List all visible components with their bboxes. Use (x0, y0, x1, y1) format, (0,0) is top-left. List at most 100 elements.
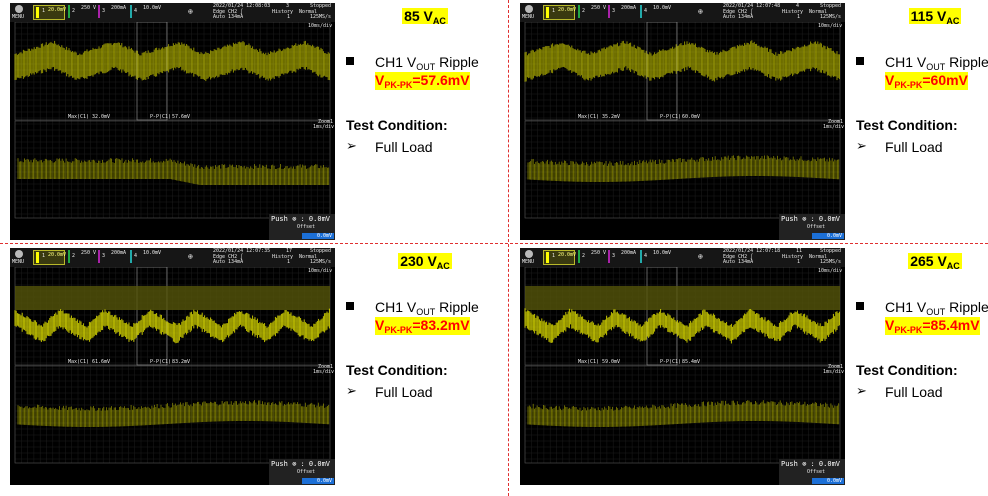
menu-icon: MENU (12, 4, 26, 21)
zoom-waveform (17, 158, 330, 185)
zoom-waveform (527, 400, 840, 427)
ch3-scale: 200mA (621, 5, 637, 11)
scope-datetime: 2022/01/24 12:07:48 (723, 3, 781, 9)
input-voltage-title: 85 VAC (402, 8, 448, 26)
sample-rate: 125MS/s (820, 259, 842, 265)
ch3-scale: 200mA (621, 250, 637, 256)
ch1-scale: 20.0mV (48, 7, 67, 13)
input-voltage-title: 265 VAC (908, 253, 962, 271)
scope-status: Stopped (820, 248, 842, 254)
ch3-scale-box: 3 200mA (98, 5, 128, 18)
ch4-scale-box: 4 10.0mV (130, 250, 161, 263)
pp-value: 60.0mV (682, 114, 701, 120)
ch1-scale-box: 20.0mV 1 (33, 5, 67, 20)
zoom-label: Zoom1 (318, 364, 334, 370)
pp-label: P-P(C1) (660, 359, 682, 365)
ch2-scale: 250 V (81, 250, 97, 256)
zoom-timebase: 1ms/div (823, 124, 845, 130)
menu-label: MENU (12, 14, 25, 20)
zoom-icon: ⊕ (188, 252, 193, 261)
test-condition-heading: Test Condition: (346, 362, 448, 378)
zoom-timebase: 1ms/div (823, 369, 845, 375)
ripple-label: CH1 VOUT Ripple (885, 299, 988, 317)
acquisition-count: 4 (796, 3, 800, 9)
waveform-envelope (525, 286, 840, 310)
zoom-region-marker (136, 266, 168, 366)
scope-status: Stopped (310, 248, 332, 254)
oscilloscope-screenshot: MENU 20.0mV 1 2 250 V 3 200mA 4 10.0mV ⊕ 202… (10, 3, 335, 240)
menu-icon: MENU (522, 4, 536, 21)
waveform-envelope (15, 286, 330, 310)
history-label: History (272, 254, 294, 260)
ch2-scale-box: 2 250 V (578, 5, 608, 18)
zoom-window-frame (524, 120, 841, 219)
panel-notes: 85 VAC CH1 VOUT Ripple VPK-PK=57.6mV Tes… (340, 3, 510, 243)
ch1-number: 1 (42, 8, 46, 14)
history-value: 1 (287, 259, 291, 265)
scope-status: Stopped (310, 3, 332, 9)
arrow-bullet-icon: ➢ (856, 383, 867, 398)
push-hint: Push ⊗ : 0.0mV (781, 215, 841, 223)
scope-status: Stopped (820, 3, 842, 9)
pp-value: 83.2mV (172, 359, 191, 365)
panel-notes: 115 VAC CH1 VOUT Ripple VPK-PK=60mV Test… (850, 3, 988, 243)
ch1-scale-box: 20.0mV 1 (543, 250, 576, 265)
oscilloscope-screenshot: MENU 20.0mV 1 2 250 V 3 200mA 4 10.0mV ⊕ 202… (10, 248, 335, 485)
trigger-source: Edge CH2 ∫ (723, 254, 754, 260)
trigger-level: Auto 134mA (723, 14, 754, 20)
load-condition: Full Load (375, 384, 433, 400)
trigger-level: Auto 134mA (723, 259, 754, 265)
timebase: 10ms/div (308, 23, 333, 29)
sample-rate: 125MS/s (820, 14, 842, 20)
input-voltage-title: 230 VAC (398, 253, 452, 271)
ch1-number: 1 (552, 8, 556, 14)
zoom-icon: ⊕ (698, 252, 703, 261)
offset-box: Push ⊗ : 0.0mV Offset 0.0mV (779, 459, 845, 485)
arrow-bullet-icon: ➢ (346, 383, 357, 398)
offset-box: Push ⊗ : 0.0mV Offset 0.0mV (779, 214, 845, 240)
zoom-timebase: 1ms/div (313, 124, 335, 130)
ch2-scale-box: 2 250 V (68, 250, 98, 263)
arrow-bullet-icon: ➢ (856, 138, 867, 153)
acquisition-count: 17 (286, 248, 293, 254)
measurement-panel: MENU 20.0mV 1 2 250 V 3 200mA 4 10.0mV ⊕ 202… (10, 248, 510, 488)
waveform-display (524, 21, 841, 219)
zoom-icon: ⊕ (188, 7, 193, 16)
acquisition-count: 11 (796, 248, 803, 254)
square-bullet-icon (346, 302, 354, 310)
zoom-region-marker (646, 266, 678, 366)
pp-value: 57.6mV (172, 114, 191, 120)
max-value: 59.0mV (602, 359, 621, 365)
load-condition: Full Load (885, 139, 943, 155)
push-hint: Push ⊗ : 0.0mV (271, 215, 331, 223)
main-waveform (14, 40, 330, 82)
square-bullet-icon (346, 57, 354, 65)
trigger-level: Auto 134mA (213, 259, 244, 265)
load-condition: Full Load (885, 384, 943, 400)
zoom-waveform (527, 155, 840, 182)
ch2-scale-box: 2 250 V (68, 5, 98, 18)
ch4-scale: 10.0mV (653, 250, 672, 256)
offset-label: Offset (297, 469, 316, 475)
load-condition: Full Load (375, 139, 433, 155)
pp-label: P-P(C1) (150, 359, 172, 365)
history-value: 1 (797, 259, 801, 265)
main-waveform (524, 40, 840, 82)
measurement-panel: MENU 20.0mV 1 2 250 V 3 200mA 4 10.0mV ⊕ 202… (520, 248, 988, 488)
trigger-mode: Normal (299, 9, 318, 15)
pp-label: P-P(C1) (660, 114, 682, 120)
zoom-window-frame (14, 365, 331, 464)
trigger-source: Edge CH2 ∫ (213, 9, 244, 15)
max-value: 61.6mV (92, 359, 111, 365)
trigger-mode: Normal (809, 254, 828, 260)
square-bullet-icon (856, 302, 864, 310)
trigger-level: Auto 134mA (213, 14, 244, 20)
ch1-scale-box: 20.0mV 1 (543, 5, 576, 20)
ripple-label: CH1 VOUT Ripple (375, 299, 479, 317)
max-value: 32.0mV (92, 114, 111, 120)
ripple-label: CH1 VOUT Ripple (375, 54, 479, 72)
sample-rate: 125MS/s (310, 259, 332, 265)
offset-value: 0.0mV (812, 478, 844, 484)
waveform-display (14, 266, 331, 464)
